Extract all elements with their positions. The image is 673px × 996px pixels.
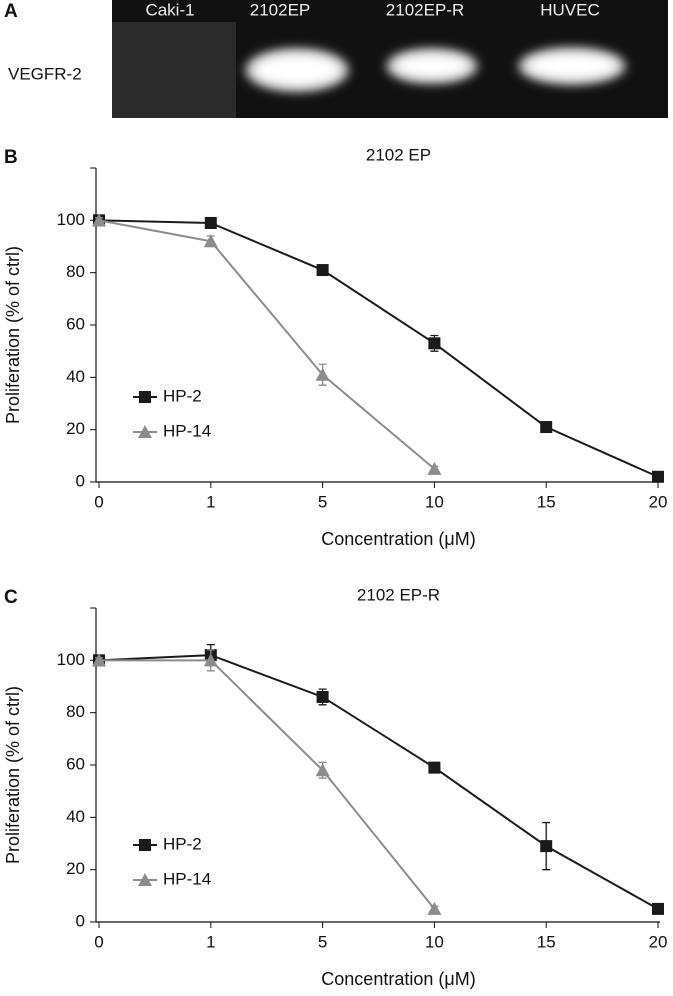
y-tick-label: 100: [57, 210, 85, 229]
series-line: [98, 219, 436, 470]
row-label: VEGFR-2: [8, 64, 82, 83]
x-tick-label: 5: [318, 492, 327, 511]
lane-label: Caki-1: [145, 0, 194, 19]
data-point: [427, 461, 442, 475]
legend-label: HP-14: [163, 421, 211, 440]
gel-lane: [112, 22, 236, 118]
panel-label: A: [4, 1, 18, 22]
x-tick-label: 5: [318, 932, 327, 951]
legend-label: HP-2: [163, 386, 202, 405]
y-tick-label: 20: [66, 419, 85, 438]
data-point: [540, 421, 553, 434]
legend-label: HP-14: [163, 869, 211, 888]
gel-band: [253, 54, 341, 86]
x-axis-label: Concentration (μM): [321, 969, 475, 989]
y-tick-label: 80: [66, 262, 85, 281]
x-tick-label: 20: [649, 492, 668, 511]
gel-band: [394, 54, 470, 78]
y-tick-label: 40: [66, 807, 85, 826]
legend-marker: [138, 873, 152, 886]
x-axis-label: Concentration (μM): [321, 529, 475, 549]
y-tick-label: 0: [76, 911, 85, 930]
y-tick-label: 60: [66, 314, 85, 333]
y-axis-label: Proliferation (% of ctrl): [3, 686, 23, 864]
data-point: [92, 653, 106, 667]
series-line: [98, 654, 659, 910]
y-tick-label: 20: [66, 859, 85, 878]
x-tick-label: 15: [537, 492, 556, 511]
panel-label: C: [4, 587, 18, 608]
y-tick-label: 100: [57, 650, 85, 669]
y-tick-label: 0: [76, 471, 85, 490]
series-line: [99, 659, 436, 910]
gel-header: [112, 0, 668, 22]
x-tick-label: 10: [425, 932, 444, 951]
data-point: [92, 213, 106, 227]
x-tick-label: 15: [537, 932, 556, 951]
data-point: [540, 840, 553, 853]
data-point: [428, 761, 441, 774]
gel-band: [526, 53, 618, 79]
data-point: [315, 763, 330, 777]
x-tick-label: 1: [206, 492, 215, 511]
data-point: [315, 367, 330, 381]
data-point: [204, 216, 217, 229]
y-tick-label: 60: [66, 754, 85, 773]
legend-marker: [139, 391, 151, 403]
chart-title: 2102 EP: [366, 145, 431, 164]
data-point: [652, 902, 664, 915]
data-point: [316, 690, 329, 703]
legend-marker: [138, 425, 152, 438]
lane-label: 2102EP: [250, 0, 311, 19]
y-tick-label: 80: [66, 702, 85, 721]
legend-label: HP-2: [163, 834, 202, 853]
y-tick-label: 40: [66, 367, 85, 386]
series-line: [98, 219, 659, 478]
x-tick-label: 10: [425, 492, 444, 511]
y-axis-label: Proliferation (% of ctrl): [3, 246, 23, 424]
lane-label: 2102EP-R: [386, 0, 464, 19]
legend-marker: [139, 839, 151, 851]
data-point: [203, 653, 218, 667]
x-tick-label: 1: [206, 932, 215, 951]
panel-label: B: [4, 147, 18, 168]
x-tick-label: 20: [649, 932, 668, 951]
data-point: [652, 470, 664, 483]
data-point: [428, 337, 441, 350]
x-tick-label: 0: [94, 492, 103, 511]
data-point: [427, 901, 442, 915]
lane-label: HUVEC: [540, 0, 600, 19]
chart-title: 2102 EP-R: [357, 585, 440, 604]
x-tick-label: 0: [94, 932, 103, 951]
data-point: [203, 234, 218, 248]
data-point: [316, 264, 329, 277]
